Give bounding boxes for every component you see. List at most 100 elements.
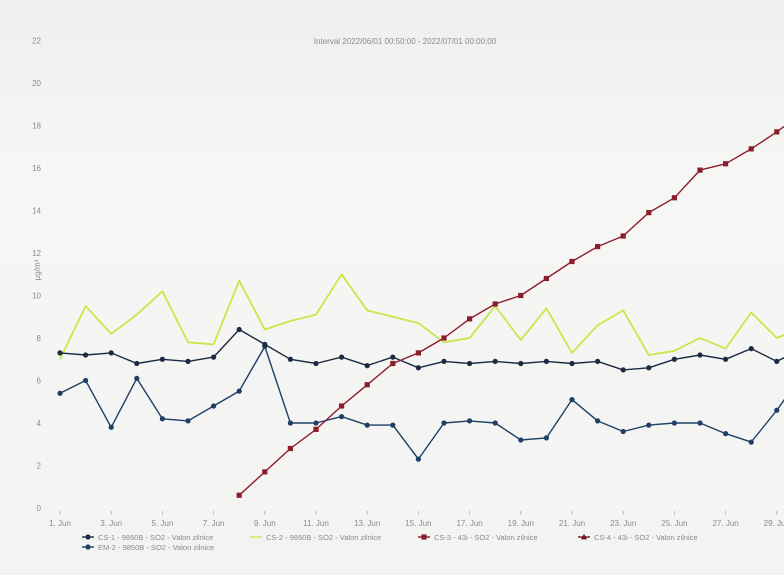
data-point	[211, 403, 217, 409]
legend-label: CS-4 - 43i - SO2 - Valon zilnice	[594, 533, 698, 542]
legend-marker	[581, 533, 587, 540]
series-line	[59, 273, 784, 360]
data-point	[287, 445, 293, 452]
data-point	[671, 420, 678, 426]
data-point	[159, 416, 165, 422]
x-tick-label: 1. Jun	[49, 519, 71, 528]
y-tick-label: 10	[32, 292, 41, 301]
data-point	[492, 420, 498, 426]
series-line	[59, 345, 784, 460]
x-tick-label: 29. Jun	[764, 519, 784, 528]
data-point	[83, 352, 89, 358]
data-point	[774, 358, 780, 364]
legend-marker	[421, 534, 427, 540]
data-point	[467, 360, 473, 367]
x-tick-label: 25. Jun	[661, 519, 687, 528]
data-point	[723, 161, 729, 167]
data-point	[287, 356, 293, 362]
y-tick-label: 22	[32, 37, 41, 46]
data-point	[671, 195, 677, 201]
x-tick-label: 13. Jun	[354, 519, 380, 528]
y-tick-label: 16	[32, 164, 41, 173]
y-tick-label: 14	[32, 207, 41, 216]
data-point	[748, 439, 754, 445]
y-tick-label: 12	[32, 249, 41, 258]
data-point	[569, 397, 575, 403]
data-point	[441, 420, 447, 426]
data-point	[57, 350, 63, 356]
data-point	[159, 356, 165, 362]
x-tick-label: 11. Jun	[303, 519, 329, 528]
series-3	[57, 343, 784, 462]
data-point	[748, 146, 754, 152]
legend-item: CS-3 - 43i - SO2 - Valon zilnice	[418, 533, 538, 542]
data-point	[415, 350, 421, 356]
legend-label: CS-2 - 9850B - SO2 - Valon zilnice	[266, 533, 381, 542]
y-axis-label: µg/m³	[33, 259, 42, 280]
chart-title: Interval 2022/06/01 00:50:00 - 2022/07/0…	[314, 37, 497, 46]
legend-item: EM-2 - 9850B - SO2 - Valon zilnice	[82, 543, 214, 552]
y-tick-label: 18	[32, 122, 41, 131]
x-axis: 1. Jun 3. Jun 5. Jun 7. Jun 9. Jun 11. Jun 13.…	[49, 511, 784, 528]
legend-label: EM-2 - 9850B - SO2 - Valon zilnice	[98, 543, 214, 552]
legend-label: CS-1 - 9850B - SO2 - Valon zilnice	[98, 533, 213, 542]
data-point	[57, 390, 63, 396]
data-point	[415, 365, 421, 371]
legend: CS-1 - 9850B - SO2 - Valon zilnice CS-2 -…	[82, 533, 698, 552]
data-point	[287, 420, 293, 426]
data-point	[364, 363, 370, 369]
data-point	[646, 422, 652, 428]
legend-marker	[85, 534, 91, 540]
data-point	[723, 356, 729, 362]
data-point	[262, 469, 268, 475]
x-tick-label: 15. Jun	[405, 519, 431, 528]
data-point	[595, 358, 601, 364]
data-point	[774, 407, 780, 413]
data-point	[339, 354, 345, 360]
data-point	[364, 382, 370, 388]
y-tick-label: 20	[32, 79, 41, 88]
series-1	[59, 273, 784, 360]
data-point	[467, 418, 473, 424]
y-tick-label: 6	[37, 377, 42, 386]
data-point	[620, 367, 626, 373]
data-point	[236, 326, 242, 333]
data-point	[518, 360, 524, 367]
data-point	[697, 167, 703, 173]
data-point	[134, 375, 140, 381]
x-tick-label: 7. Jun	[203, 519, 225, 528]
series-layer	[57, 125, 784, 498]
data-point	[569, 360, 575, 367]
data-point	[185, 358, 191, 364]
data-point	[467, 316, 473, 322]
y-tick-label: 0	[37, 504, 42, 513]
data-point	[518, 437, 524, 443]
x-tick-label: 3. Jun	[100, 519, 122, 528]
x-tick-label: 21. Jun	[559, 519, 585, 528]
x-tick-label: 19. Jun	[508, 519, 534, 528]
data-point	[774, 129, 780, 135]
data-point	[390, 360, 396, 367]
data-point	[339, 403, 345, 409]
data-point	[595, 244, 601, 250]
data-point	[620, 428, 626, 435]
data-point	[620, 233, 626, 239]
data-point	[646, 210, 652, 216]
data-point	[364, 422, 370, 428]
y-tick-label: 2	[37, 462, 42, 471]
data-point	[543, 358, 550, 364]
legend-item: CS-1 - 9850B - SO2 - Valon zilnice	[82, 533, 213, 542]
y-tick-label: 4	[37, 419, 42, 428]
legend-item: CS-2 - 9850B - SO2 - Valon zilnice	[250, 533, 381, 542]
x-tick-label: 5. Jun	[152, 519, 174, 528]
data-point	[236, 492, 242, 498]
series-2	[236, 125, 784, 498]
data-point	[646, 365, 652, 371]
series-0	[57, 326, 784, 373]
data-point	[748, 346, 754, 352]
x-tick-label: 17. Jun	[456, 519, 482, 528]
legend-label: CS-3 - 43i - SO2 - Valon zilnice	[434, 533, 538, 542]
data-point	[313, 420, 319, 426]
